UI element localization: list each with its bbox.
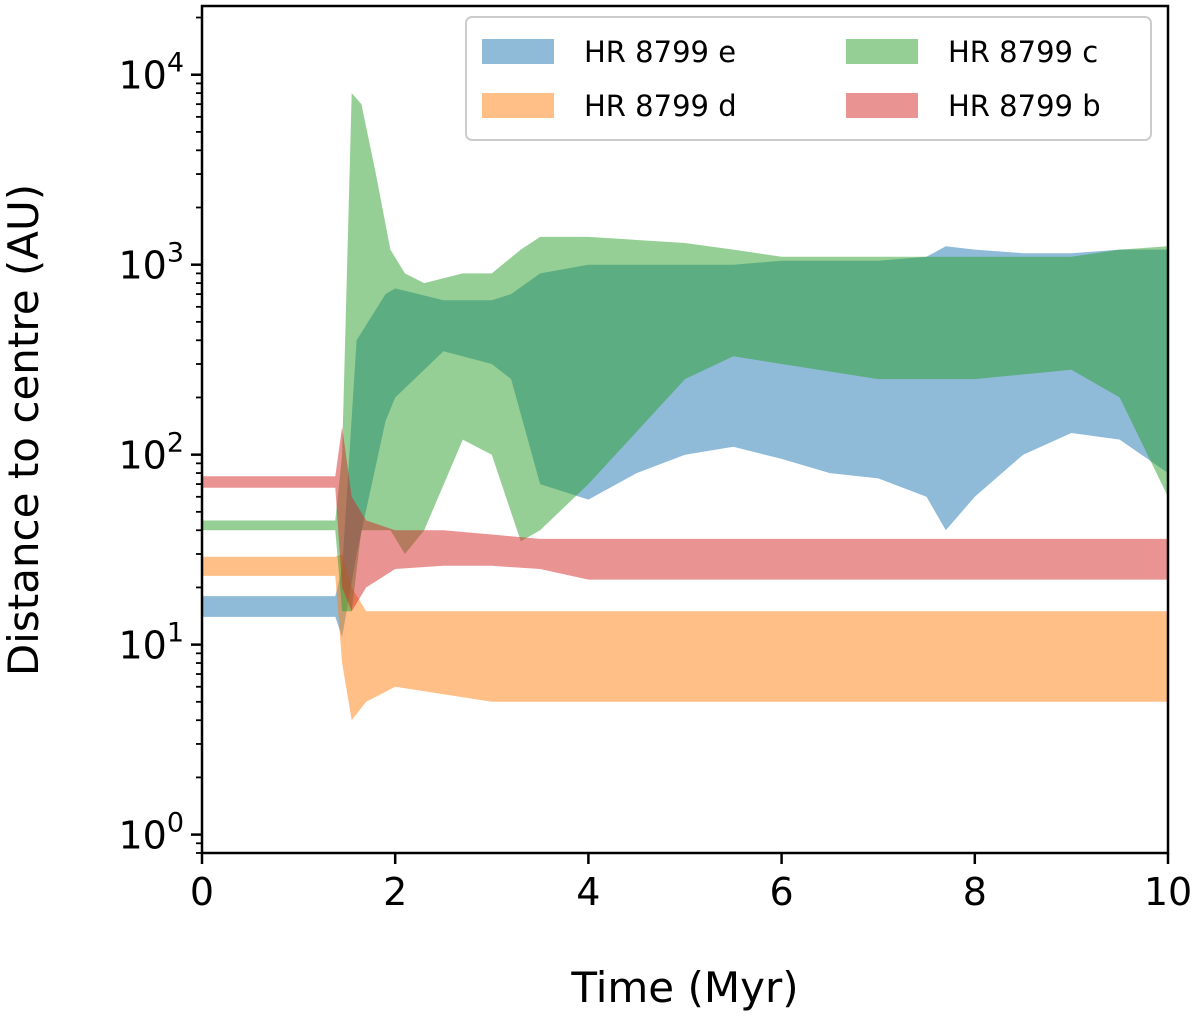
legend-box (465, 16, 1152, 141)
x-tick-label: 10 (1144, 870, 1192, 914)
x-tick-label: 8 (963, 870, 987, 914)
x-tick-label: 6 (770, 870, 794, 914)
series-band-hr-8799-d (202, 554, 1168, 721)
y-tick-label: 104 (118, 48, 184, 98)
series-band-hr-8799-b (202, 426, 1168, 612)
legend-swatch-hr-8799-b (846, 93, 918, 118)
legend-label-hr-8799-d: HR 8799 d (584, 89, 737, 123)
x-tick-label: 4 (576, 870, 600, 914)
legend: HR 8799 e HR 8799 d HR 8799 c HR 8799 b (465, 16, 1152, 141)
y-tick-label: 101 (118, 618, 184, 668)
x-tick-label: 2 (383, 870, 407, 914)
legend-swatch-hr-8799-c (846, 39, 918, 64)
y-tick-label: 103 (118, 238, 184, 288)
y-tick-label: 100 (118, 808, 184, 858)
legend-swatch-hr-8799-e (482, 39, 554, 64)
series-layer (202, 93, 1168, 721)
x-axis-title: Time (Myr) (570, 963, 798, 1012)
x-tick-label: 0 (190, 870, 214, 914)
legend-label-hr-8799-c: HR 8799 c (948, 35, 1098, 69)
y-tick-label: 102 (118, 428, 184, 478)
plot-frame (200, 4, 1170, 855)
ticks-layer: 0 2 4 6 8 10 100 101 102 103 104 (118, 16, 1192, 914)
legend-label-hr-8799-e: HR 8799 e (584, 35, 736, 69)
legend-label-hr-8799-b: HR 8799 b (948, 89, 1101, 123)
series-band-hr-8799-c (202, 93, 1168, 612)
legend-swatch-hr-8799-d (482, 93, 554, 118)
y-axis-title: Distance to centre (AU) (0, 184, 48, 676)
